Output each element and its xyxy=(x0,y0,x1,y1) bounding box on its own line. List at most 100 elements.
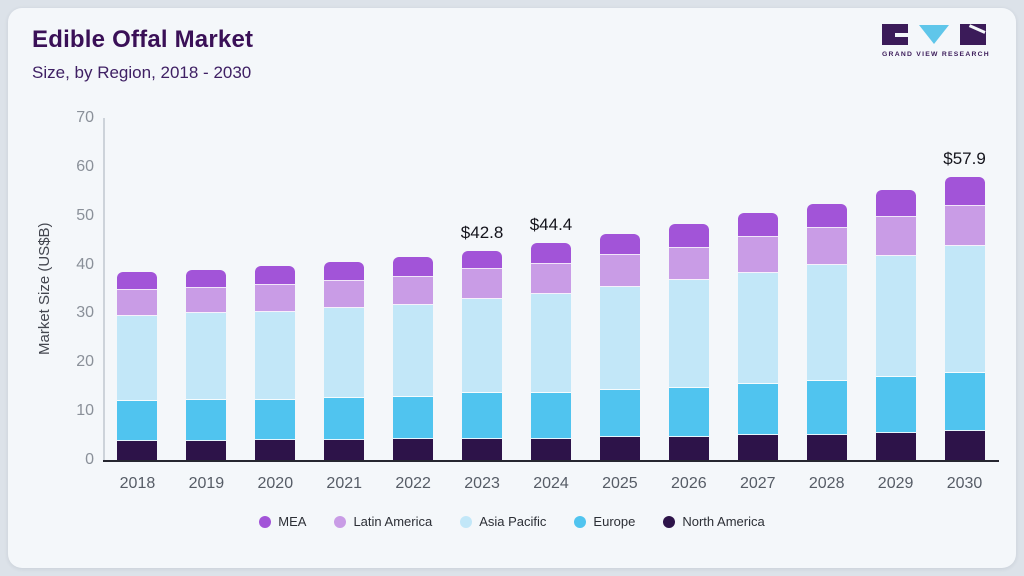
x-axis-line xyxy=(103,460,999,462)
bar-segment-latin-america-2025 xyxy=(599,254,640,288)
bar-segment-europe-2019 xyxy=(186,400,227,441)
bar-segment-asia-pacific-2021 xyxy=(324,308,365,399)
stacked-bar-2023 xyxy=(462,250,503,460)
bar-segment-latin-america-2026 xyxy=(668,247,709,281)
x-axis-label-2020: 2020 xyxy=(257,475,294,492)
stacked-bar-2030 xyxy=(944,177,985,460)
bar-slot-2020 xyxy=(241,118,310,460)
x-axis-label-2030: 2030 xyxy=(946,475,983,492)
bar-slot-2029 xyxy=(861,118,930,460)
logo-caption: GRAND VIEW RESEARCH xyxy=(882,51,990,58)
bar-slot-2024 xyxy=(517,118,586,460)
stacked-bar-2028 xyxy=(806,203,847,460)
bar-segment-europe-2026 xyxy=(668,387,709,437)
bar-segment-asia-pacific-2023 xyxy=(462,298,503,394)
bar-segment-latin-america-2022 xyxy=(393,276,434,305)
bar-segment-north-america-2022 xyxy=(393,439,434,460)
bar-segment-mea-2024 xyxy=(530,243,571,265)
gvr-logo-marks xyxy=(882,24,986,46)
bar-segment-latin-america-2028 xyxy=(806,227,847,265)
legend-label: Latin America xyxy=(353,514,433,529)
stacked-bar-2026 xyxy=(668,224,709,460)
y-tick-label-70: 70 xyxy=(76,109,94,126)
bar-segment-mea-2025 xyxy=(599,233,640,255)
bar-segment-latin-america-2018 xyxy=(117,290,158,316)
bar-slot-2025 xyxy=(585,118,654,460)
bar-segment-north-america-2023 xyxy=(462,439,503,460)
bar-segment-europe-2030 xyxy=(944,373,985,432)
chart-card: Edible Offal Market Size, by Region, 201… xyxy=(8,8,1016,568)
bar-segment-mea-2021 xyxy=(324,261,365,281)
bar-value-label-2023: $42.8 xyxy=(460,222,504,242)
legend-label: Asia Pacific xyxy=(479,514,547,529)
bar-segment-europe-2021 xyxy=(324,398,365,440)
bar-segment-asia-pacific-2028 xyxy=(806,264,847,381)
bar-segment-mea-2028 xyxy=(806,203,847,228)
legend-item-asia-pacific: Asia Pacific xyxy=(460,514,546,529)
bar-segment-mea-2030 xyxy=(944,177,985,207)
bar-segment-europe-2022 xyxy=(393,396,434,440)
x-axis-label-2026: 2026 xyxy=(671,475,707,492)
bar-segment-mea-2019 xyxy=(186,269,227,289)
bar-segment-europe-2024 xyxy=(530,392,571,439)
legend-item-mea: MEA xyxy=(259,514,306,529)
bar-value-label-2030: $57.9 xyxy=(943,149,986,169)
x-axis-label-2027: 2027 xyxy=(739,475,776,492)
legend-dot-icon xyxy=(334,515,347,528)
bar-slot-2019 xyxy=(172,118,241,460)
y-axis-line xyxy=(103,118,105,460)
bar-segment-latin-america-2021 xyxy=(324,280,365,309)
bar-segment-north-america-2018 xyxy=(117,441,158,460)
y-tick-label-30: 30 xyxy=(76,304,94,322)
bar-segment-latin-america-2030 xyxy=(944,206,985,246)
legend-dot-icon xyxy=(574,515,587,528)
bar-segment-europe-2028 xyxy=(806,380,847,435)
x-axis-labels: 2018 2019 2020 2021 2022 2023 2024 2025 2026 2027… xyxy=(103,474,999,496)
page-title: Edible Offal Market xyxy=(32,26,254,53)
page-subtitle: Size, by Region, 2018 - 2030 xyxy=(32,63,252,82)
legend-dot-icon xyxy=(460,515,473,528)
bar-segment-north-america-2026 xyxy=(668,436,709,460)
legend-item-europe: Europe xyxy=(574,514,635,529)
bar-segment-europe-2018 xyxy=(117,401,158,442)
gvr-logo: GRAND VIEW RESEARCH xyxy=(882,24,990,58)
bar-segment-europe-2023 xyxy=(462,393,503,439)
bar-segment-europe-2020 xyxy=(255,399,296,441)
bar-slot-2018 xyxy=(103,118,172,460)
legend-label: North America xyxy=(682,514,765,529)
x-axis-label-2028: 2028 xyxy=(808,475,845,492)
bar-segment-north-america-2024 xyxy=(530,438,571,460)
bar-segment-north-america-2028 xyxy=(806,434,847,460)
stacked-bar-2027 xyxy=(737,212,778,460)
bar-segment-asia-pacific-2019 xyxy=(186,312,227,401)
x-axis-label-2024: 2024 xyxy=(533,475,569,492)
y-axis-tick-labels: 0 10 20 30 40 50 60 70 xyxy=(46,109,94,468)
bar-slot-2027 xyxy=(723,118,792,460)
stacked-bar-2024 xyxy=(530,243,571,460)
bar-segment-mea-2020 xyxy=(255,265,296,285)
stacked-bar-2029 xyxy=(875,189,916,460)
plot-area: $42.8 $44.4 $57.9 xyxy=(103,118,999,462)
bar-segment-mea-2023 xyxy=(462,250,503,270)
stacked-bar-2018 xyxy=(117,272,158,460)
bar-segment-asia-pacific-2029 xyxy=(875,255,916,378)
bar-segment-asia-pacific-2025 xyxy=(599,287,640,390)
bar-slot-2022 xyxy=(379,118,448,460)
bar-segment-north-america-2025 xyxy=(599,437,640,460)
bar-segment-mea-2026 xyxy=(668,224,709,248)
stacked-bar-2025 xyxy=(599,233,640,460)
x-axis-label-2022: 2022 xyxy=(395,475,431,492)
legend-dot-icon xyxy=(663,515,676,528)
legend-label: MEA xyxy=(278,514,307,529)
stacked-bar-2019 xyxy=(186,269,227,460)
bar-segment-europe-2029 xyxy=(875,377,916,434)
bar-segment-latin-america-2029 xyxy=(875,217,916,256)
bar-segment-asia-pacific-2022 xyxy=(393,304,434,397)
y-tick-label-20: 20 xyxy=(76,353,94,371)
x-axis-label-2025: 2025 xyxy=(602,475,638,492)
x-axis-label-2018: 2018 xyxy=(119,475,156,492)
stacked-bar-2021 xyxy=(324,261,365,460)
bar-segment-north-america-2019 xyxy=(186,440,227,460)
bar-segment-latin-america-2024 xyxy=(530,264,571,295)
